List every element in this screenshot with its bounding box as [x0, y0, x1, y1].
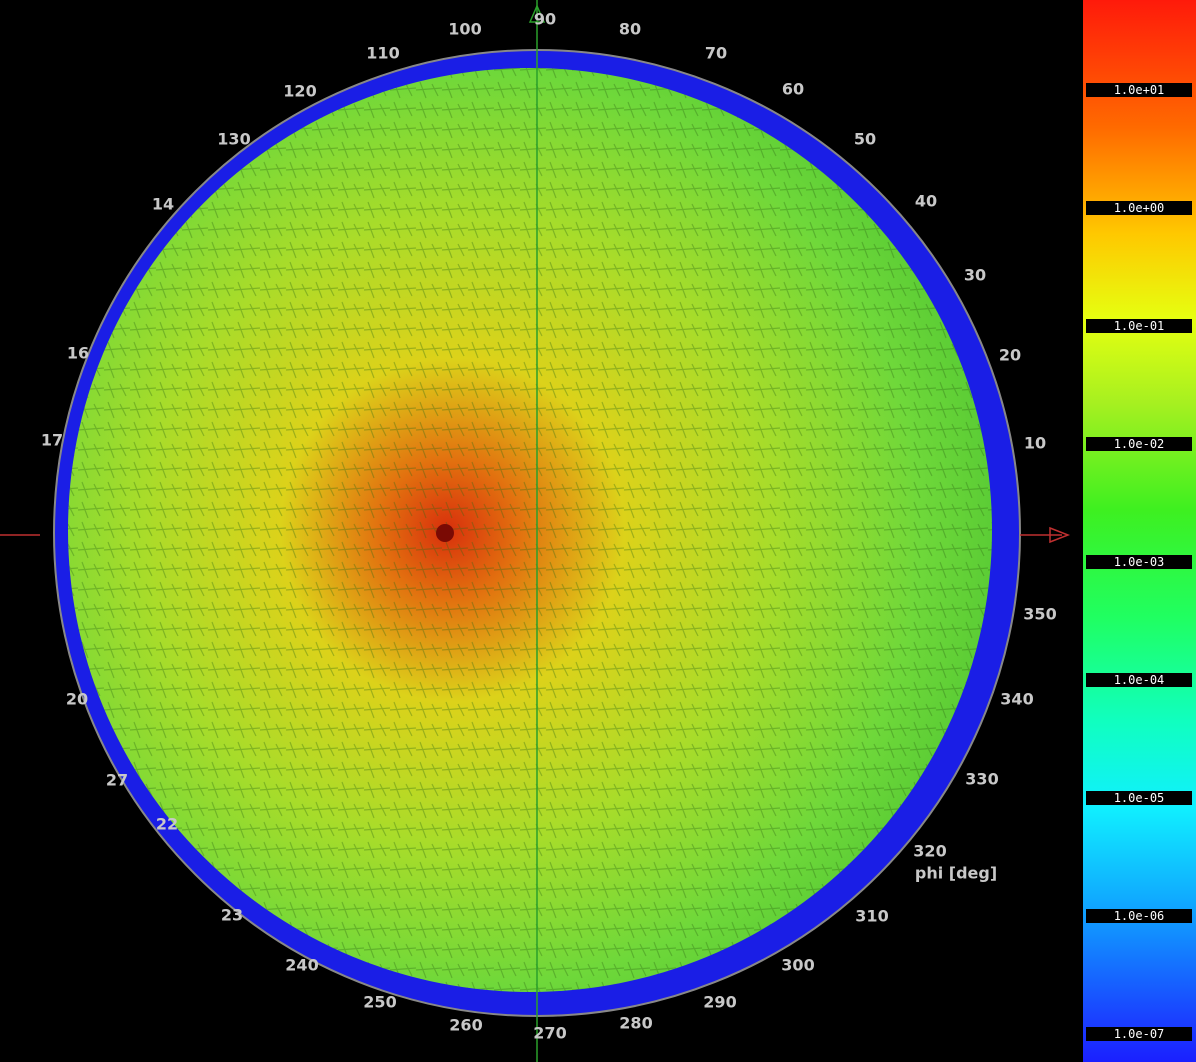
- phi-label: 280: [619, 1014, 652, 1033]
- phi-label: 340: [1000, 690, 1033, 709]
- phi-label: 20: [999, 346, 1021, 365]
- phi-label: 17: [41, 431, 63, 450]
- colorbar: [1083, 0, 1196, 1062]
- colorbar-label: 1.0e+00: [1086, 201, 1192, 215]
- phi-label: 350: [1023, 605, 1056, 624]
- phi-label: 250: [363, 993, 396, 1012]
- phi-label: 70: [705, 44, 727, 63]
- phi-label: 27: [106, 771, 128, 790]
- colorbar-label: 1.0e-06: [1086, 909, 1192, 923]
- colorbar-label: 1.0e-07: [1086, 1027, 1192, 1041]
- phi-label: 130: [217, 130, 250, 149]
- phi-label: 240: [285, 956, 318, 975]
- phi-label: 310: [855, 907, 888, 926]
- polar-plot: phi [deg] 100 90 80 70 60 50 40 30 20 10 350 340 330…: [0, 0, 1080, 1062]
- axis-label: phi [deg]: [915, 864, 997, 883]
- colorbar-label: 1.0e-03: [1086, 555, 1192, 569]
- viewer: phi [deg] 100 90 80 70 60 50 40 30 20 10 350 340 330…: [0, 0, 1196, 1062]
- phi-label: 270: [533, 1024, 566, 1043]
- phi-label: 14: [152, 195, 174, 214]
- phi-label: 50: [854, 130, 876, 149]
- colorbar-label: 1.0e-02: [1086, 437, 1192, 451]
- phi-label: 320: [913, 842, 946, 861]
- phi-label: 60: [782, 80, 804, 99]
- colorbar-label: 1.0e+01: [1086, 83, 1192, 97]
- phi-label: 120: [283, 82, 316, 101]
- phi-label: 23: [221, 906, 243, 925]
- peak-marker: [436, 524, 454, 542]
- colorbar-label: 1.0e-04: [1086, 673, 1192, 687]
- phi-label: 10: [1024, 434, 1046, 453]
- phi-label: 260: [449, 1016, 482, 1035]
- colorbar-label: 1.0e-05: [1086, 791, 1192, 805]
- phi-label: 80: [619, 20, 641, 39]
- colorbar-label: 1.0e-01: [1086, 319, 1192, 333]
- phi-label: 110: [366, 44, 399, 63]
- phi-label: 16: [67, 344, 89, 363]
- surface-texture: [68, 68, 992, 992]
- phi-label: 90: [534, 10, 556, 29]
- phi-label: 20: [66, 690, 88, 709]
- phi-label: 300: [781, 956, 814, 975]
- phi-label: 30: [964, 266, 986, 285]
- phi-label: 330: [965, 770, 998, 789]
- phi-label: 40: [915, 192, 937, 211]
- phi-label: 22: [156, 815, 178, 834]
- phi-label: 290: [703, 993, 736, 1012]
- phi-label: 100: [448, 20, 481, 39]
